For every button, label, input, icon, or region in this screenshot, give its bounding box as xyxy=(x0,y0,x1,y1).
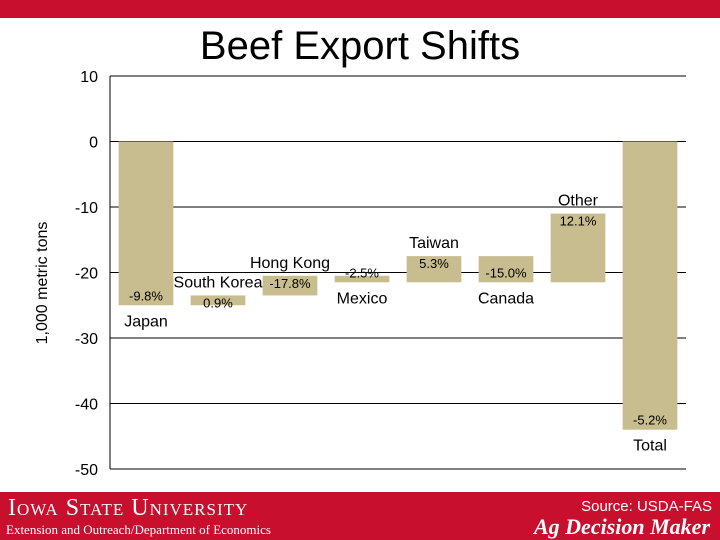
bar-labels: -9.8% Japan 0.9% South Korea -17.8% Hong Kong… xyxy=(124,193,667,455)
footer-bar xyxy=(0,492,720,540)
category-label: Hong Kong xyxy=(250,255,330,272)
category-label: Total xyxy=(633,438,667,455)
source-text: Source: USDA-FAS xyxy=(581,498,712,515)
category-label: Canada xyxy=(478,290,534,307)
bars xyxy=(118,141,678,430)
y-tick-label: -20 xyxy=(75,266,98,283)
bar xyxy=(550,213,606,283)
bar xyxy=(190,295,246,306)
bar-value-label: -15.0% xyxy=(485,265,527,280)
bar xyxy=(262,275,318,296)
university-logo: Iowa State University xyxy=(8,495,249,521)
y-tick-label: 0 xyxy=(89,135,98,152)
y-tick-label: 10 xyxy=(80,69,98,86)
y-tick-label: -50 xyxy=(75,462,98,479)
y-axis-label: 1,000 metric tons xyxy=(34,222,51,345)
program-logo: Ag Decision Maker xyxy=(534,514,710,539)
bar xyxy=(334,275,390,283)
y-axis: 10 0 -10 -20 -30 -40 -50 xyxy=(75,69,111,479)
category-label: South Korea xyxy=(174,274,263,291)
bar-value-label: 0.9% xyxy=(203,295,233,310)
department-text: Extension and Outreach/Department of Eco… xyxy=(6,522,271,537)
bar-value-label: -9.8% xyxy=(129,288,163,303)
category-label: Taiwan xyxy=(409,235,459,252)
bar xyxy=(118,141,174,306)
bar-value-label: -2.5% xyxy=(345,265,379,280)
y-tick-label: -30 xyxy=(75,331,98,348)
bar-value-label: -5.2% xyxy=(633,413,667,428)
top-bar xyxy=(0,0,720,18)
y-tick-label: -40 xyxy=(75,397,98,414)
y-tick-label: -10 xyxy=(75,200,98,217)
bar-value-label: 12.1% xyxy=(560,214,597,229)
bar-value-label: 5.3% xyxy=(419,256,449,271)
chart-title: Beef Export Shifts xyxy=(199,24,521,68)
bar xyxy=(478,256,534,283)
category-label: Mexico xyxy=(337,290,388,307)
category-label: Japan xyxy=(124,313,168,330)
bar xyxy=(622,141,678,430)
bar xyxy=(406,256,462,283)
bar-value-label: -17.8% xyxy=(269,276,311,291)
category-label: Other xyxy=(558,193,599,210)
bar-chart: -9.8% Japan 0.9% South Korea -17.8% Hong Kong… xyxy=(34,69,686,479)
